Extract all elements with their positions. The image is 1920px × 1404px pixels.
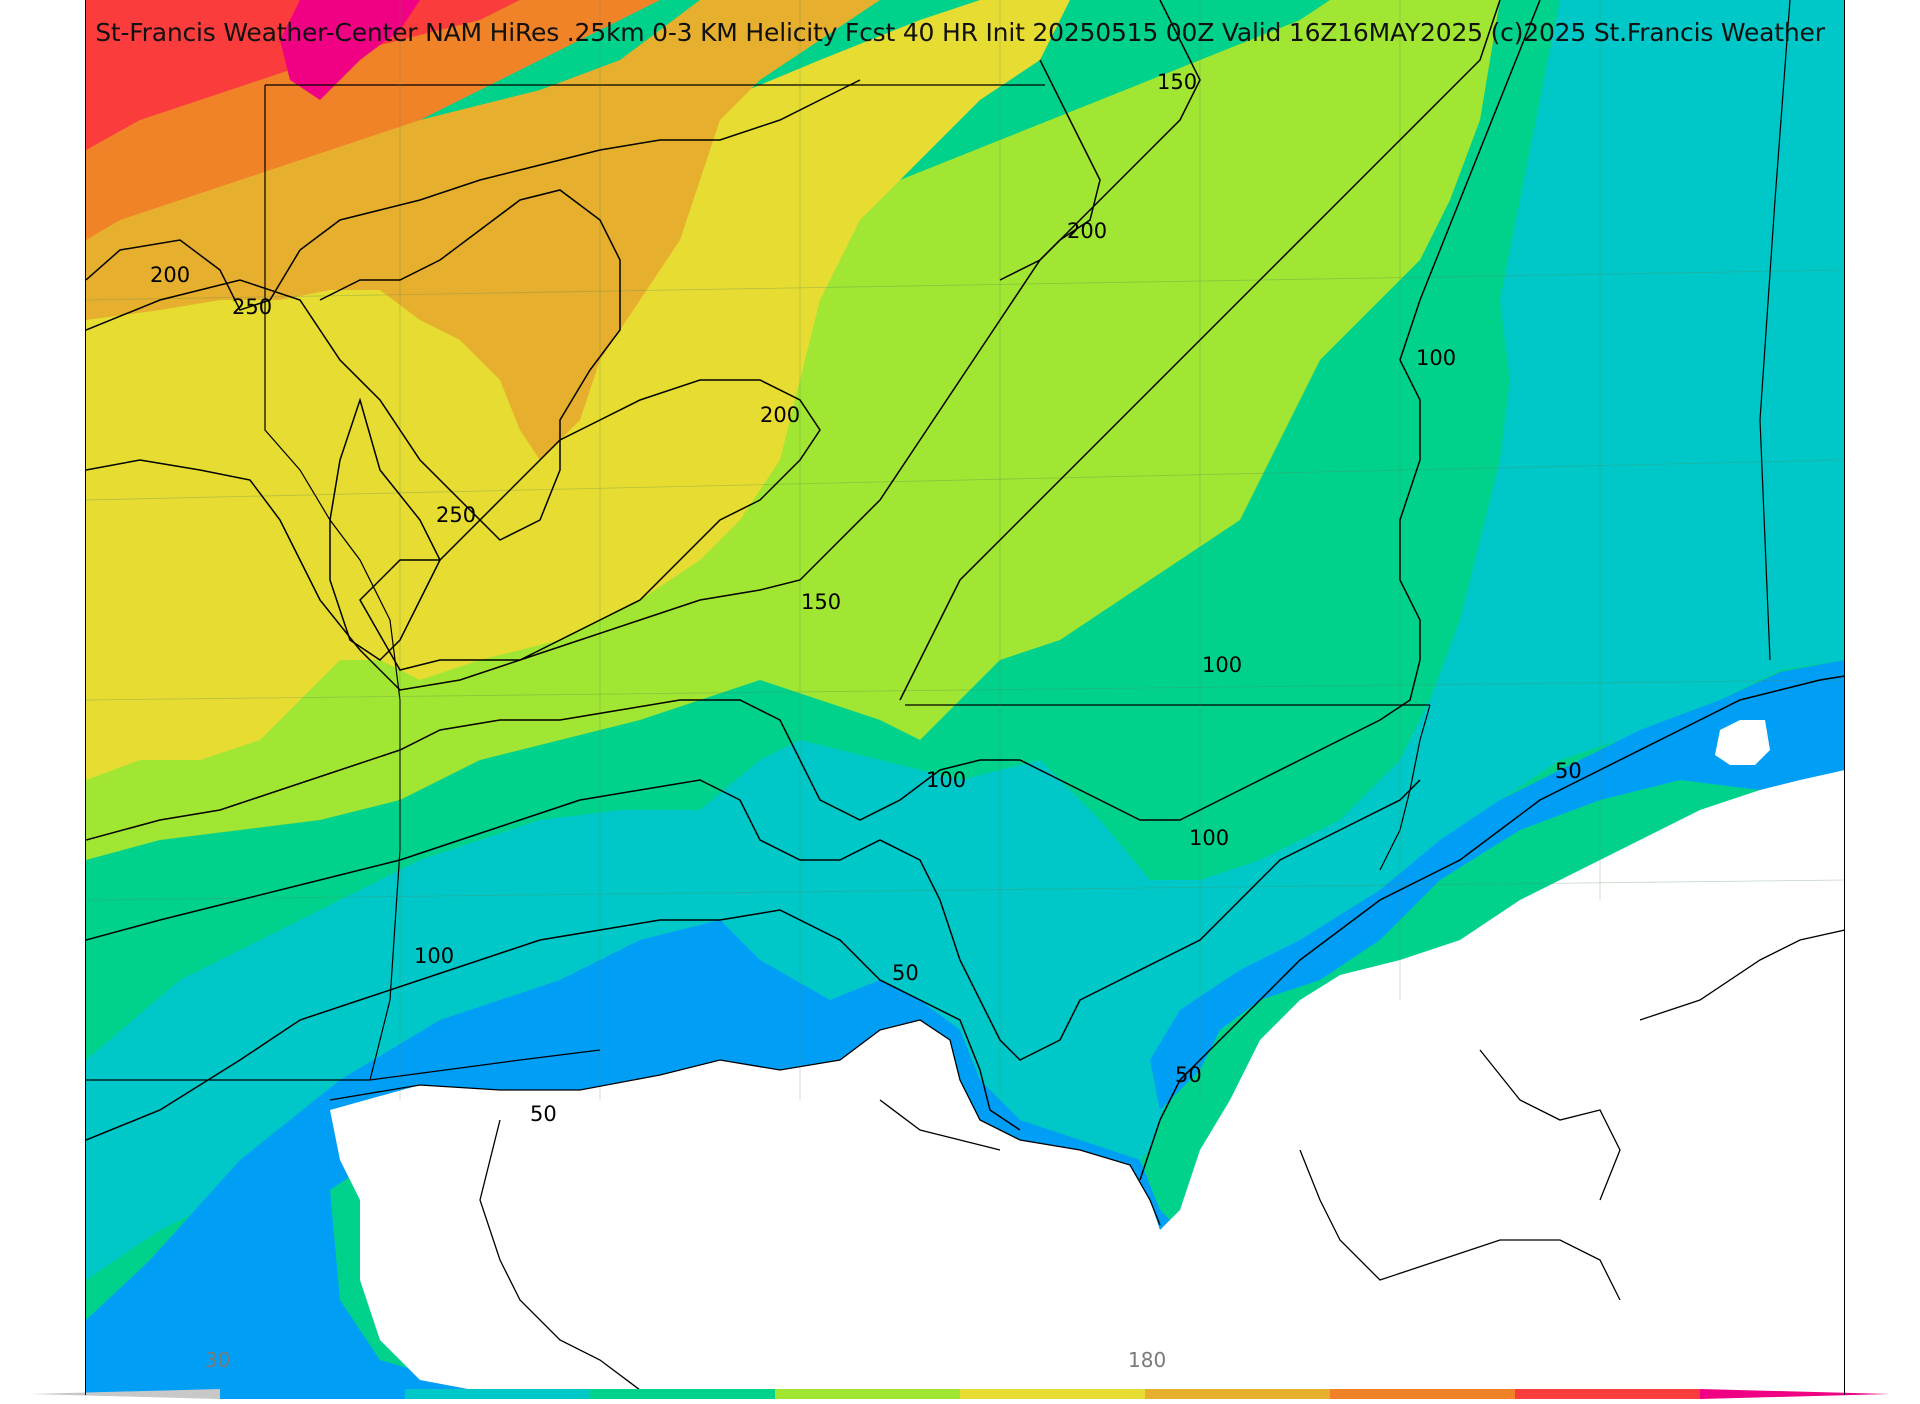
- helicity-contours: [86, 0, 1844, 1181]
- contour-label-200-north: 200: [1067, 219, 1107, 243]
- contour-label-50-southeast: 50: [1175, 1063, 1202, 1087]
- colorbar-segment-4: [775, 1389, 960, 1399]
- contour-label-50-east: 50: [1555, 759, 1582, 783]
- field-white-lake: [1715, 720, 1770, 765]
- contour-label-100-northeast: 100: [1416, 346, 1456, 370]
- colorbar: [30, 1389, 1890, 1399]
- colorbar-segment-6: [1145, 1389, 1330, 1399]
- field-band-red: [86, 0, 520, 150]
- field-band-lightorange: [86, 0, 880, 460]
- state-borders: [86, 0, 1791, 1081]
- contour-label-150-central: 150: [801, 590, 841, 614]
- contour-label-150-north: 150: [1157, 70, 1197, 94]
- colorbar-label-180: 180: [1128, 1348, 1167, 1372]
- contour-label-200-west: 200: [150, 263, 190, 287]
- field-band-orange: [86, 0, 660, 240]
- county-lines: [86, 0, 1844, 1100]
- contour-label-50-central: 50: [892, 961, 919, 985]
- colorbar-segment-0: [30, 1389, 220, 1399]
- colorbar-label-30: 30: [205, 1348, 231, 1372]
- colorbar-segment-1: [220, 1389, 405, 1399]
- contour-label-50-southwest: 50: [530, 1102, 557, 1126]
- contour-label-100-southwest: 100: [414, 944, 454, 968]
- contour-label-250-west: 250: [232, 295, 272, 319]
- contour-labels: 150 200 200 250 250 200 150 100 100 100 …: [150, 70, 1582, 1126]
- contour-label-100-southeast: 100: [1189, 826, 1229, 850]
- contour-label-100-east: 100: [1202, 653, 1242, 677]
- contour-label-250-central: 250: [436, 503, 476, 527]
- contour-label-200-central: 200: [760, 403, 800, 427]
- contour-label-100-center: 100: [926, 768, 966, 792]
- field-gulf-water: [330, 770, 1844, 1395]
- field-band-magenta: [280, 0, 420, 100]
- colorbar-segment-2: [405, 1389, 590, 1399]
- map-title: St-Francis Weather-Center NAM HiRes .25k…: [95, 18, 1825, 47]
- colorbar-segment-8: [1515, 1389, 1700, 1399]
- colorbar-segment-3: [590, 1389, 775, 1399]
- coastline: [329, 929, 1844, 1391]
- colorbar-segment-7: [1330, 1389, 1515, 1399]
- colorbar-segment-5: [960, 1389, 1145, 1399]
- field-band-blue-east: [1150, 660, 1844, 1110]
- field-band-teal: [86, 0, 1844, 1280]
- colorbar-segment-9: [1700, 1389, 1890, 1399]
